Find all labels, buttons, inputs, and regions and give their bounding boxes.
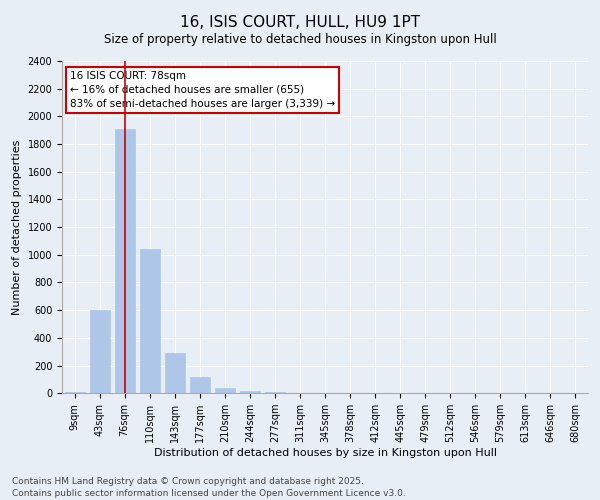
Text: Size of property relative to detached houses in Kingston upon Hull: Size of property relative to detached ho…	[104, 32, 496, 46]
Bar	[89, 310, 110, 393]
Bar	[215, 388, 235, 393]
Bar	[165, 353, 185, 393]
Bar	[115, 129, 134, 393]
X-axis label: Distribution of detached houses by size in Kingston upon Hull: Distribution of detached houses by size …	[154, 448, 497, 458]
Bar	[265, 392, 285, 393]
Bar	[140, 250, 160, 393]
Y-axis label: Number of detached properties: Number of detached properties	[12, 140, 22, 315]
Bar	[190, 378, 210, 393]
Text: 16, ISIS COURT, HULL, HU9 1PT: 16, ISIS COURT, HULL, HU9 1PT	[180, 15, 420, 30]
Text: Contains HM Land Registry data © Crown copyright and database right 2025.
Contai: Contains HM Land Registry data © Crown c…	[12, 476, 406, 498]
Bar	[65, 392, 85, 393]
Text: 16 ISIS COURT: 78sqm
← 16% of detached houses are smaller (655)
83% of semi-deta: 16 ISIS COURT: 78sqm ← 16% of detached h…	[70, 71, 335, 109]
Bar	[240, 391, 260, 393]
